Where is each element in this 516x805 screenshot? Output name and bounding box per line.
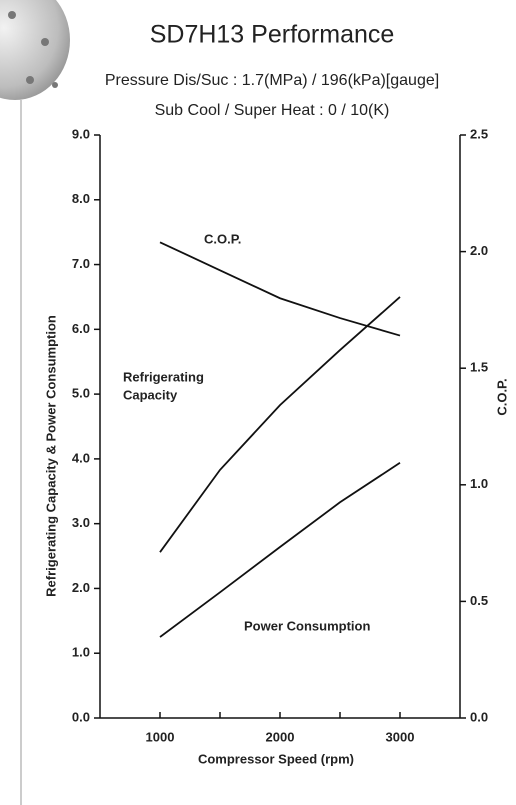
y2-tick-label: 0.0 <box>470 709 488 724</box>
x-tick-label: 3000 <box>386 729 415 744</box>
annotation: Refrigerating <box>123 369 204 384</box>
x-tick-label: 2000 <box>266 729 295 744</box>
annotation: C.O.P. <box>204 231 241 246</box>
y2-axis-label: C.O.P. <box>494 378 509 415</box>
y-tick-label: 9.0 <box>72 126 90 141</box>
y-tick-label: 4.0 <box>72 450 90 465</box>
y-tick-label: 6.0 <box>72 321 90 336</box>
y2-tick-label: 2.0 <box>470 243 488 258</box>
x-axis-label: Compressor Speed (rpm) <box>198 751 354 766</box>
annotation: Power Consumption <box>244 618 370 633</box>
y-tick-label: 3.0 <box>72 515 90 530</box>
y-tick-label: 7.0 <box>72 256 90 271</box>
y2-tick-label: 0.5 <box>470 593 488 608</box>
chart-subtitle: Pressure Dis/Suc : 1.7(MPa) / 196(kPa)[g… <box>105 72 439 89</box>
y-tick-label: 0.0 <box>72 709 90 724</box>
y2-tick-label: 1.0 <box>470 476 488 491</box>
compressor-image <box>0 0 70 100</box>
y-tick-label: 2.0 <box>72 580 90 595</box>
y-tick-label: 8.0 <box>72 191 90 206</box>
y-axis-label: Refrigerating Capacity & Power Consumpti… <box>43 315 58 597</box>
y2-tick-label: 2.5 <box>470 126 488 141</box>
y2-tick-label: 1.5 <box>470 360 488 375</box>
series-line <box>159 462 401 638</box>
x-tick-label: 1000 <box>146 729 175 744</box>
series-line <box>159 241 401 337</box>
y-tick-label: 1.0 <box>72 645 90 660</box>
y-tick-label: 5.0 <box>72 386 90 401</box>
series-line <box>159 296 401 553</box>
chart-title: SD7H13 Performance <box>150 21 395 49</box>
chart-subtitle: Sub Cool / Super Heat : 0 / 10(K) <box>155 102 390 119</box>
annotation: Capacity <box>123 387 178 402</box>
